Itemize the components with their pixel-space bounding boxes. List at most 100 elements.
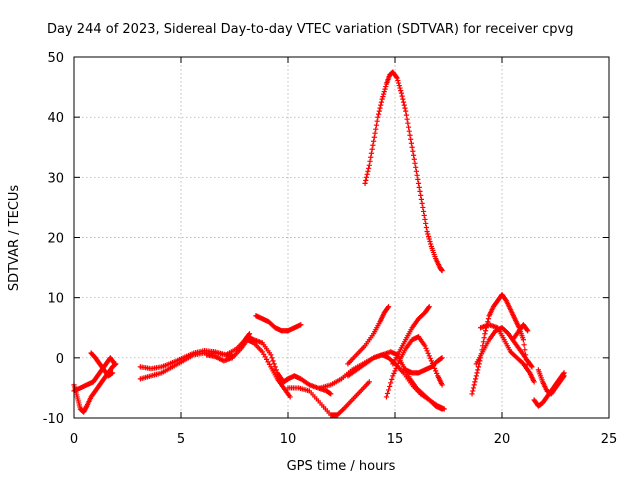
data-point bbox=[439, 267, 445, 274]
data-point bbox=[482, 328, 489, 334]
data-point bbox=[420, 204, 426, 211]
data-point bbox=[413, 168, 419, 174]
data-point bbox=[363, 177, 369, 183]
data-point bbox=[366, 162, 372, 168]
data-point bbox=[469, 391, 475, 397]
data-series bbox=[71, 69, 567, 418]
data-point bbox=[434, 370, 440, 376]
data-point bbox=[271, 361, 277, 367]
data-point bbox=[412, 160, 418, 166]
data-point bbox=[109, 370, 116, 376]
data-point bbox=[381, 88, 387, 95]
data-point bbox=[433, 368, 439, 374]
data-point bbox=[418, 196, 424, 202]
data-point bbox=[366, 165, 372, 171]
data-point bbox=[371, 134, 377, 140]
data-point bbox=[422, 216, 428, 223]
data-point bbox=[522, 347, 528, 353]
data-point bbox=[471, 382, 477, 388]
data-point bbox=[362, 180, 368, 186]
data-point bbox=[379, 96, 385, 102]
data-point bbox=[393, 365, 399, 371]
data-point bbox=[409, 144, 415, 150]
data-point bbox=[369, 146, 375, 152]
data-point bbox=[395, 77, 401, 84]
data-point bbox=[400, 96, 406, 102]
data-point bbox=[481, 335, 487, 341]
data-point bbox=[410, 148, 416, 154]
y-tick-label: 40 bbox=[47, 111, 64, 126]
data-point bbox=[405, 120, 411, 126]
data-point bbox=[339, 407, 346, 413]
data-point bbox=[375, 111, 382, 117]
data-point bbox=[423, 224, 429, 231]
data-point bbox=[391, 370, 397, 376]
data-point bbox=[403, 112, 410, 118]
data-point bbox=[401, 102, 407, 108]
data-point bbox=[482, 331, 488, 337]
data-point bbox=[419, 200, 425, 207]
data-point bbox=[392, 368, 398, 374]
data-point bbox=[408, 136, 414, 142]
data-point bbox=[272, 364, 278, 370]
x-tick-label: 10 bbox=[280, 432, 297, 447]
data-point bbox=[112, 361, 118, 367]
data-point bbox=[520, 337, 526, 343]
data-point bbox=[405, 124, 412, 130]
data-point bbox=[413, 164, 419, 170]
data-point bbox=[439, 382, 445, 388]
data-point bbox=[525, 328, 531, 334]
data-point bbox=[375, 114, 381, 120]
data-point bbox=[396, 82, 402, 89]
x-tick-label: 25 bbox=[601, 432, 618, 447]
data-point bbox=[473, 373, 479, 379]
series-arc-18 bbox=[473, 325, 535, 370]
y-tick-label: 50 bbox=[47, 51, 64, 66]
series-arc-11 bbox=[345, 304, 392, 367]
y-tick-label: 10 bbox=[47, 292, 64, 307]
data-point bbox=[368, 150, 375, 156]
data-point bbox=[383, 83, 389, 90]
data-point bbox=[273, 367, 279, 373]
data-point bbox=[364, 171, 370, 177]
data-point bbox=[383, 394, 390, 400]
data-point bbox=[268, 352, 274, 358]
data-point bbox=[423, 345, 429, 351]
data-point bbox=[397, 85, 403, 91]
data-point bbox=[365, 168, 371, 174]
x-tick-label: 20 bbox=[494, 432, 511, 447]
data-point bbox=[473, 376, 479, 382]
data-point bbox=[428, 241, 434, 247]
data-point bbox=[385, 305, 391, 311]
data-point bbox=[426, 236, 432, 242]
data-point bbox=[363, 174, 370, 180]
x-tick-labels: 0 5 10 15 20 25 bbox=[70, 432, 617, 447]
data-point bbox=[425, 233, 432, 240]
data-point bbox=[425, 350, 431, 356]
data-point bbox=[421, 212, 427, 219]
data-point bbox=[287, 394, 293, 400]
data-point bbox=[373, 122, 380, 128]
data-point bbox=[415, 180, 422, 186]
data-point bbox=[470, 388, 476, 394]
data-point bbox=[400, 99, 407, 105]
data-point bbox=[377, 105, 383, 111]
data-point bbox=[395, 80, 402, 86]
data-point bbox=[531, 379, 537, 385]
data-point bbox=[427, 238, 433, 245]
data-point bbox=[416, 184, 422, 190]
data-point bbox=[368, 154, 374, 160]
series-arc-15 bbox=[403, 355, 445, 376]
series-arc-3 bbox=[88, 350, 116, 379]
series-arc-9 bbox=[285, 379, 372, 418]
series-arc-8 bbox=[253, 313, 304, 334]
data-point bbox=[111, 360, 117, 366]
series-arc-19 bbox=[478, 322, 537, 385]
data-point bbox=[424, 348, 430, 354]
y-tick-label: -10 bbox=[43, 412, 64, 427]
data-point bbox=[367, 158, 373, 164]
series-arc-20 bbox=[510, 322, 531, 343]
data-point bbox=[418, 192, 424, 198]
series-arc-17 bbox=[469, 292, 531, 397]
data-point bbox=[408, 140, 415, 146]
